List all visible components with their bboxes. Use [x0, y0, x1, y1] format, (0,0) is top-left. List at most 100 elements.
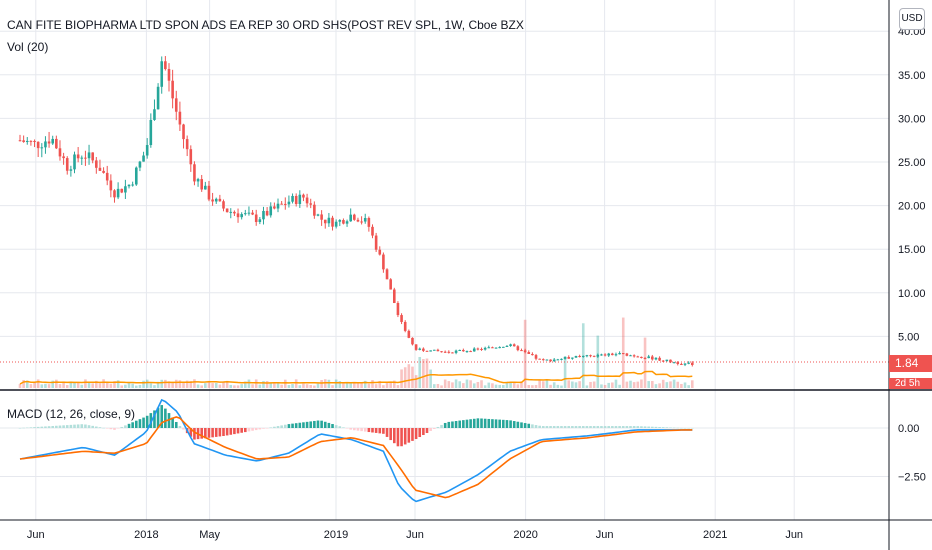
volume-bar	[545, 380, 549, 388]
price-tick-label: 20.00	[898, 201, 926, 213]
volume-bar	[109, 383, 113, 388]
candle-body	[592, 355, 596, 357]
macd-indicator-label[interactable]: MACD (12, 26, close, 9)	[7, 407, 136, 421]
currency-button[interactable]: USD	[899, 8, 925, 30]
volume-bar	[131, 383, 134, 388]
volume-bar	[363, 380, 367, 388]
candle-body	[614, 354, 618, 356]
macd-histogram-bar	[516, 421, 520, 428]
volume-bar	[211, 383, 214, 388]
macd-histogram-bar	[563, 426, 567, 428]
macd-histogram-bar	[62, 425, 65, 428]
candle-body	[91, 152, 94, 161]
candle-body	[661, 360, 665, 362]
volume-bar	[218, 384, 222, 388]
candle-body	[690, 362, 694, 365]
candle-body	[411, 337, 414, 345]
time-axis[interactable]: Jun 2018 May 2019 Jun 2020 Jun 2021 Jun	[27, 529, 803, 541]
macd-histogram-bar	[269, 427, 273, 428]
volume-bar	[600, 384, 603, 388]
macd-histogram-bar	[193, 428, 196, 440]
candle-body	[360, 221, 363, 223]
volume-bar	[672, 379, 676, 388]
volume-bar	[661, 379, 665, 388]
volume-bar	[164, 379, 167, 388]
volume-bar	[254, 379, 258, 388]
candle-body	[196, 179, 200, 182]
volume-indicator-label[interactable]: Vol (20)	[7, 40, 49, 54]
macd-histogram-bar	[149, 413, 153, 428]
macd-histogram-bar	[596, 426, 600, 428]
volume-bar	[632, 382, 636, 388]
macd-histogram-bar	[211, 428, 214, 438]
candle-body	[182, 124, 185, 140]
candle-body	[378, 249, 382, 255]
volume-bar	[229, 384, 233, 388]
macd-histogram-bar	[22, 427, 25, 429]
macd-histogram-bar	[385, 428, 389, 437]
volume-bar	[76, 382, 80, 388]
volume-bar	[560, 385, 563, 388]
volume-bar	[193, 379, 196, 388]
macd-histogram-bar	[80, 424, 84, 428]
volume-bar	[367, 383, 371, 388]
volume-bar	[58, 384, 62, 388]
volume-bar	[552, 382, 556, 388]
volume-bar	[345, 382, 349, 388]
volume-bar	[429, 369, 432, 388]
macd-histogram-bar	[51, 425, 55, 428]
macd-histogram-bar	[472, 418, 476, 428]
volume-bar	[425, 358, 429, 388]
volume-bar	[414, 375, 418, 388]
volume-bar	[98, 383, 102, 388]
candle-body	[574, 356, 578, 358]
macd-histogram-bar	[298, 422, 302, 428]
volume-bar	[563, 356, 567, 388]
macd-histogram-bar	[305, 421, 309, 428]
volume-bar	[302, 383, 305, 388]
candle-body	[458, 349, 462, 351]
candle-body	[683, 363, 687, 365]
macd-histogram-bar	[494, 419, 498, 428]
price-tick-label: 10.00	[898, 288, 926, 300]
macd-histogram-bar	[353, 428, 356, 431]
macd-histogram-bar	[124, 425, 127, 428]
macd-histogram-bar	[512, 421, 516, 428]
macd-histogram-bar	[345, 428, 349, 429]
volume-bar	[476, 382, 480, 388]
macd-histogram-bar	[396, 428, 400, 447]
candle-body	[498, 347, 501, 349]
macd-histogram-bar	[400, 428, 403, 447]
volume-bar	[592, 381, 596, 388]
volume-bar	[436, 383, 440, 388]
volume-bar	[62, 381, 65, 388]
volume-bar	[687, 385, 690, 388]
volume-bar	[520, 381, 523, 388]
macd-histogram-bar	[349, 428, 352, 430]
volume-bar	[418, 356, 422, 388]
candle-body	[462, 349, 465, 352]
macd-histogram-bar	[589, 426, 592, 428]
candle-body	[69, 169, 73, 171]
macd-axis[interactable]: 0.00 −2.50	[898, 423, 926, 484]
macd-histogram-bar	[127, 423, 131, 428]
macd-histogram-bar	[174, 421, 178, 428]
macd-histogram-bar	[44, 426, 47, 428]
macd-histogram-bar	[134, 420, 138, 428]
macd-histogram-bar	[611, 426, 614, 428]
volume-bar	[549, 384, 552, 388]
volume-bar	[265, 381, 269, 388]
candle-body	[512, 344, 516, 347]
volume-bar	[353, 383, 356, 388]
volume-bar	[80, 384, 84, 388]
volume-bar	[204, 383, 207, 388]
volume-bar	[469, 380, 472, 388]
macd-histogram-bar	[531, 424, 534, 428]
volume-bar	[313, 385, 316, 388]
volume-bar	[494, 384, 498, 388]
volume-bar	[651, 380, 654, 388]
candle-body	[73, 154, 76, 170]
candle-body	[385, 269, 389, 280]
